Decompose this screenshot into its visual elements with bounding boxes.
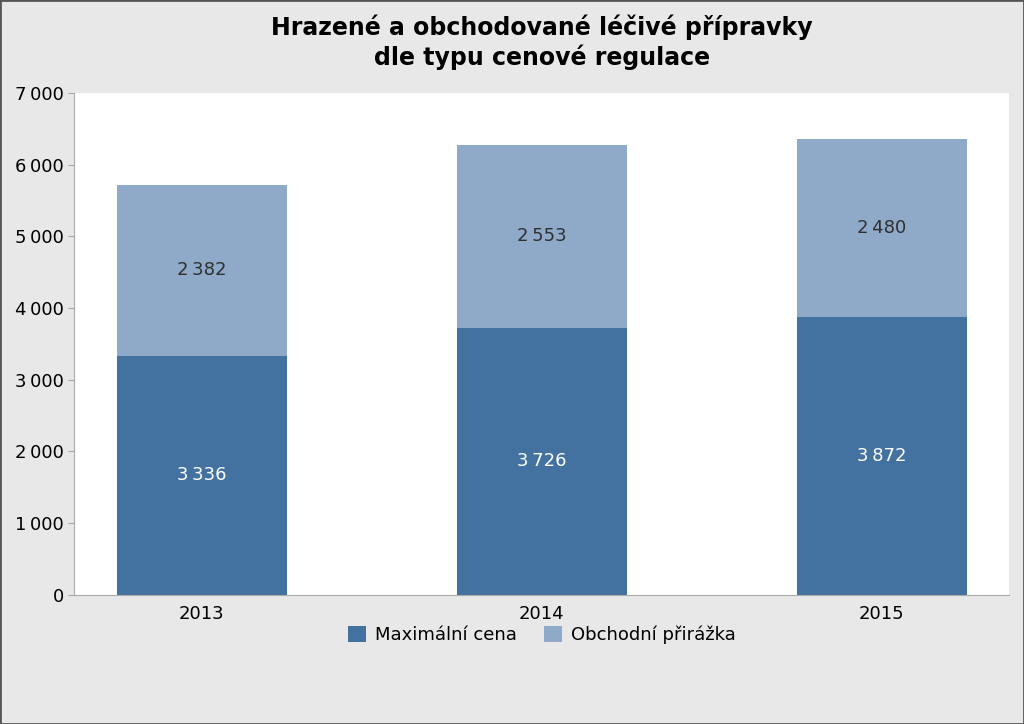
Bar bbox=[457, 328, 627, 595]
Legend: Maximální cena, Obchodní přirážka: Maximální cena, Obchodní přirážka bbox=[341, 618, 742, 651]
Bar bbox=[117, 355, 287, 595]
Text: 3 336: 3 336 bbox=[177, 466, 226, 484]
Text: 2 480: 2 480 bbox=[857, 219, 906, 237]
Bar bbox=[797, 317, 967, 595]
Title: Hrazené a obchodované léčivé přípravky
dle typu cenové regulace: Hrazené a obchodované léčivé přípravky d… bbox=[270, 15, 812, 70]
Text: 2 382: 2 382 bbox=[177, 261, 226, 279]
Bar bbox=[457, 145, 627, 328]
Bar bbox=[797, 139, 967, 317]
Text: 3 726: 3 726 bbox=[517, 452, 566, 471]
Text: 3 872: 3 872 bbox=[857, 447, 906, 465]
Bar bbox=[117, 185, 287, 355]
Text: 2 553: 2 553 bbox=[517, 227, 566, 245]
